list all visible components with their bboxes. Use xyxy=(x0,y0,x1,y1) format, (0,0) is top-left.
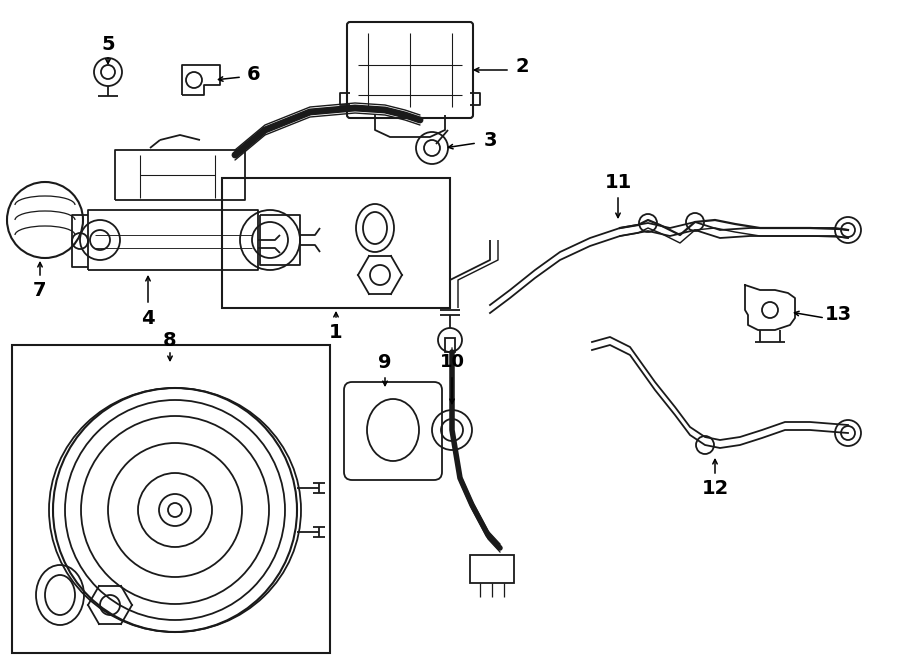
Text: 5: 5 xyxy=(101,36,115,54)
Text: 10: 10 xyxy=(439,353,464,371)
Bar xyxy=(445,338,455,352)
Text: 4: 4 xyxy=(141,309,155,327)
Text: 7: 7 xyxy=(33,280,47,299)
Bar xyxy=(222,178,450,308)
Bar xyxy=(470,555,514,583)
Text: 11: 11 xyxy=(605,173,632,192)
Text: 8: 8 xyxy=(163,330,176,350)
Text: 13: 13 xyxy=(824,305,851,325)
Text: 12: 12 xyxy=(701,479,729,498)
Text: 1: 1 xyxy=(329,323,343,342)
Bar xyxy=(12,345,330,653)
Text: 2: 2 xyxy=(515,58,529,77)
Text: 9: 9 xyxy=(378,352,392,371)
Text: 6: 6 xyxy=(248,65,261,85)
Text: 3: 3 xyxy=(483,130,497,149)
